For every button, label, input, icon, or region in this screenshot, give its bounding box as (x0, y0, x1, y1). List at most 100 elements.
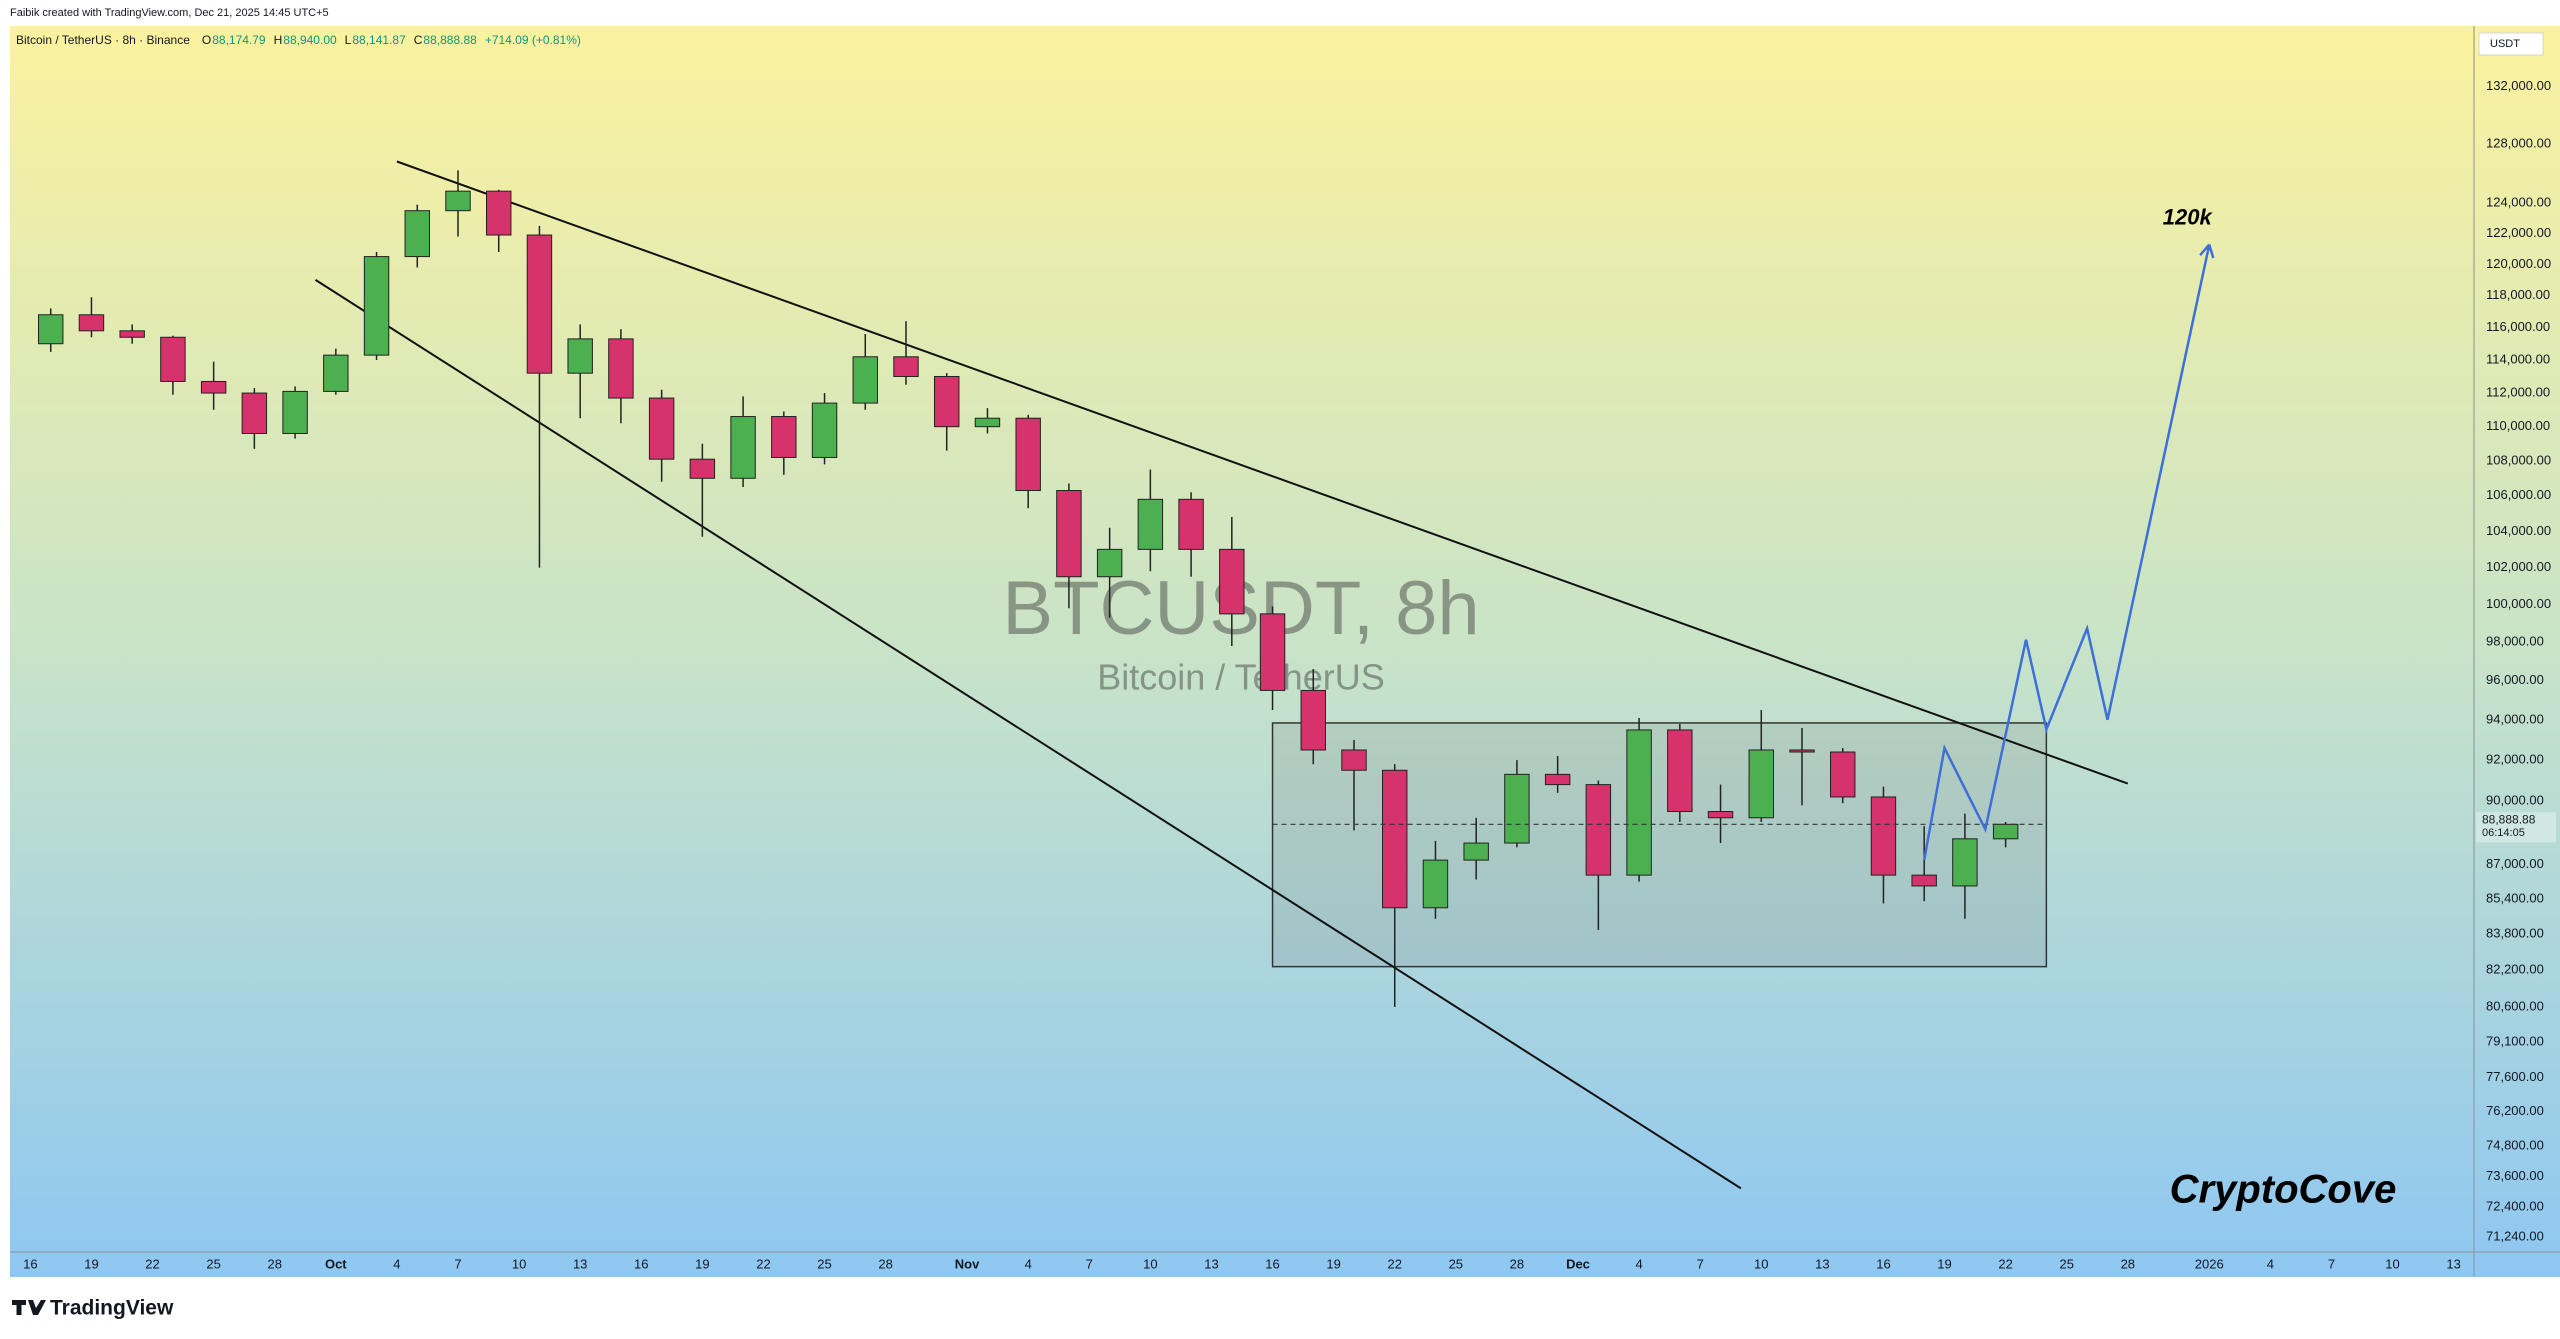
x-tick-label: 28 (1510, 1256, 1524, 1271)
y-tick-label: 82,200.00 (2486, 962, 2544, 977)
x-tick-label: 7 (454, 1256, 461, 1271)
candle-body (1178, 498, 1204, 550)
y-tick-label: 106,000.00 (2486, 487, 2551, 502)
unit-box (2478, 32, 2544, 56)
candle-body (404, 210, 430, 258)
arrow-head (2199, 243, 2211, 256)
candle-body (1992, 823, 2019, 840)
candle-body (1789, 749, 1815, 753)
candle-body (526, 234, 553, 374)
x-tick-label: 22 (756, 1256, 770, 1271)
candle-body (1952, 838, 1978, 887)
candle-body (730, 416, 756, 479)
candle-body (771, 416, 797, 458)
y-tick-label: 116,000.00 (2486, 319, 2550, 334)
x-tick-label: 13 (1815, 1256, 1829, 1271)
candle-body (1626, 729, 1652, 876)
x-tick-label: 19 (695, 1256, 709, 1271)
candle-body (1707, 811, 1734, 819)
y-tick-label: 128,000.00 (2486, 135, 2551, 150)
y-tick-label: 118,000.00 (2486, 287, 2550, 302)
logo-icon (12, 1300, 46, 1315)
candle-body (363, 256, 390, 356)
y-tick-label: 100,000.00 (2486, 596, 2551, 611)
y-tick-label: 94,000.00 (2486, 711, 2544, 726)
candle-body (1544, 773, 1571, 786)
x-tick-label: 7 (1697, 1256, 1704, 1271)
y-tick-label: 98,000.00 (2486, 634, 2544, 649)
candle-body (486, 190, 512, 236)
x-tick-label: 10 (1143, 1256, 1157, 1271)
y-tick-label: 80,600.00 (2486, 998, 2544, 1013)
candle-body (1911, 874, 1937, 887)
candle-body (119, 330, 145, 338)
ohlc-value: 88,940.00 (283, 33, 337, 47)
x-tick-label: 19 (1937, 1256, 1951, 1271)
y-tick-label: 76,200.00 (2486, 1103, 2544, 1118)
logo: TradingView (12, 1297, 174, 1320)
x-tick-label: 13 (2446, 1256, 2460, 1271)
x-tick-label: 22 (1387, 1256, 1401, 1271)
y-tick-label: 120,000.00 (2486, 256, 2551, 271)
x-tick-label: 25 (1449, 1256, 1463, 1271)
candle-body (1015, 417, 1041, 492)
x-tick-label: 22 (145, 1256, 159, 1271)
candle-body (1667, 729, 1693, 813)
candle-body (648, 397, 675, 460)
plot: 120k (38, 160, 2215, 1190)
x-tick-label: 13 (1204, 1256, 1218, 1271)
candle-body (1504, 773, 1530, 844)
y-tick-label: 83,800.00 (2486, 926, 2544, 941)
annotation: CryptoCove (2170, 1168, 2397, 1212)
y-tick-label: 87,000.00 (2486, 856, 2544, 871)
x-tick-label: 13 (573, 1256, 587, 1271)
x-tick-label: 19 (1326, 1256, 1340, 1271)
x-tick-label: 4 (2267, 1256, 2274, 1271)
y-tick-label: 132,000.00 (2486, 78, 2551, 93)
candle-body (160, 336, 186, 382)
candle-body (241, 392, 268, 434)
x-tick-label: Oct (325, 1256, 347, 1271)
countdown: 06:14:05 (2482, 827, 2525, 839)
projection-label: 120k (2163, 204, 2214, 229)
trendline (314, 279, 1742, 1190)
ohlc-value: 88,888.88 (423, 33, 477, 47)
x-tick-label: 19 (84, 1256, 98, 1271)
x-tick-label: 7 (2328, 1256, 2335, 1271)
candle-body (1219, 548, 1245, 615)
x-tick-label: 4 (393, 1256, 400, 1271)
ohlc-key: C (414, 33, 423, 47)
ohlc-key: L (345, 33, 352, 47)
ohlc-value: 88,174.79 (212, 33, 266, 47)
x-tick-label: Nov (955, 1256, 980, 1271)
candle-body (200, 380, 227, 394)
axis-unit: USDT (2490, 38, 2520, 50)
x-tick-label: 10 (512, 1256, 526, 1271)
ohlc-key: O (202, 33, 211, 47)
candle-body (1259, 613, 1286, 691)
candle-body (1137, 498, 1164, 550)
candle-body (974, 417, 1001, 428)
y-tick-label: 104,000.00 (2486, 523, 2551, 538)
candle-body (1096, 548, 1123, 578)
x-tick-label: 28 (878, 1256, 892, 1271)
candle-body (1748, 749, 1774, 819)
candle-body (1422, 859, 1449, 909)
projection (1922, 244, 2211, 861)
candle-body (282, 390, 308, 434)
y-tick-label: 114,000.00 (2486, 351, 2550, 366)
last-price-label: 88,888.88 (2482, 812, 2536, 826)
candle-body (445, 190, 471, 212)
y-tick-label: 72,400.00 (2486, 1199, 2544, 1214)
candle-body (1056, 490, 1082, 578)
y-tick-label: 108,000.00 (2486, 452, 2551, 467)
x-tick-label: 25 (206, 1256, 220, 1271)
candle-body (567, 338, 593, 374)
y-tick-label: 73,600.00 (2486, 1168, 2544, 1183)
x-tick-label: 10 (2385, 1256, 2399, 1271)
x-tick-label: 16 (23, 1256, 37, 1271)
watermark-subtitle: Bitcoin / TetherUS (1097, 657, 1384, 698)
x-tick-label: 10 (1754, 1256, 1768, 1271)
